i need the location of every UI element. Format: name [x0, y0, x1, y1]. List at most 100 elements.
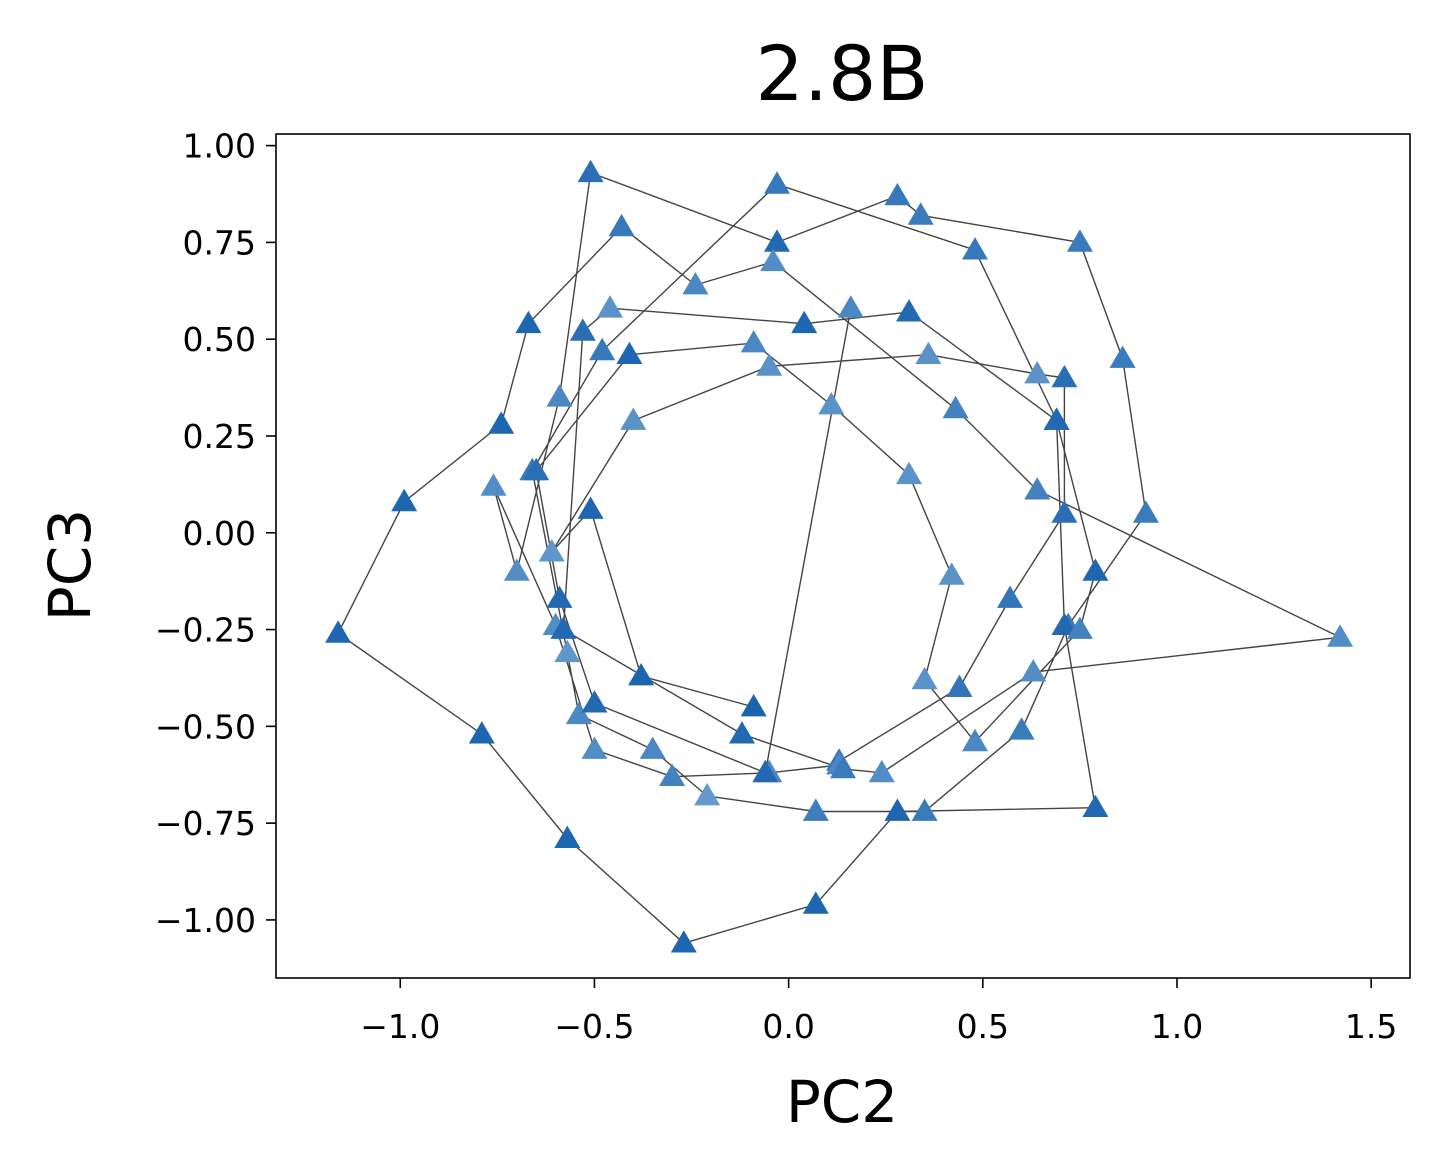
data-point [752, 759, 779, 783]
data-point [670, 930, 697, 953]
data-point [1043, 407, 1070, 430]
data-point [740, 330, 767, 353]
data-point [915, 341, 942, 364]
y-axis-ticks: 1.00 0.75 0.50 0.25 0.00 −0.25 −0.50 −0.75 −1.00 [155, 127, 276, 940]
data-point [639, 736, 666, 759]
plot-frame [275, 133, 1411, 979]
data-point [546, 585, 573, 608]
data-point [911, 666, 938, 690]
data-point [480, 473, 507, 496]
data-point [1008, 717, 1035, 740]
data-point [760, 248, 787, 272]
data-point [1020, 659, 1047, 682]
data-point [546, 384, 573, 407]
data-point [764, 171, 790, 194]
data-point [997, 585, 1023, 608]
data-point [616, 341, 643, 364]
data-point [608, 213, 635, 237]
x-axis-label: PC2 [786, 1068, 898, 1136]
data-point [740, 694, 767, 717]
data-point [620, 407, 647, 430]
data-point [791, 310, 818, 334]
x-tick-label: 0.5 [957, 1007, 1009, 1046]
data-point [962, 237, 988, 260]
data-point [515, 310, 542, 334]
data-point [1051, 364, 1078, 388]
x-tick-label: −0.5 [554, 1007, 634, 1046]
data-point [802, 891, 829, 914]
y-tick-label: 0.75 [183, 223, 256, 262]
data-point [468, 721, 495, 744]
data-point [962, 728, 988, 752]
data-point [1051, 500, 1078, 523]
data-point [682, 272, 709, 295]
data-points [325, 159, 1354, 953]
data-point [1082, 794, 1109, 817]
data-point [907, 202, 934, 225]
data-point [756, 353, 783, 376]
y-axis-label: PC3 [36, 509, 104, 621]
trajectory-line [337, 171, 1343, 944]
x-tick-label: 0.0 [762, 1007, 814, 1046]
data-point [1066, 229, 1093, 252]
data-point [1024, 361, 1051, 384]
data-point [391, 488, 418, 512]
data-point [837, 295, 864, 318]
data-point [694, 783, 721, 806]
data-point [911, 798, 938, 821]
data-point [884, 798, 911, 821]
data-point [581, 736, 608, 759]
data-point [659, 763, 686, 786]
data-point [802, 798, 829, 821]
data-point [628, 663, 655, 686]
data-point [818, 392, 845, 415]
x-tick-label: −1.0 [360, 1007, 440, 1046]
data-point [942, 395, 969, 419]
data-point [565, 701, 592, 725]
data-point [1066, 616, 1093, 639]
y-tick-label: 0.50 [183, 320, 256, 359]
data-point [830, 755, 856, 779]
data-point [764, 229, 790, 252]
data-point [597, 295, 623, 318]
data-point [729, 721, 755, 744]
x-tick-label: 1.0 [1151, 1007, 1203, 1046]
data-point [550, 616, 577, 639]
y-tick-label: 0.25 [183, 417, 256, 456]
data-point [1051, 612, 1078, 635]
y-tick-label: 1.00 [183, 127, 256, 166]
data-point [538, 539, 565, 562]
y-tick-label: −1.00 [155, 901, 256, 940]
data-point [523, 457, 550, 481]
data-point [1132, 500, 1159, 523]
y-tick-label: −0.75 [155, 804, 256, 843]
data-point [569, 318, 596, 341]
data-point [1024, 477, 1051, 500]
data-point [325, 620, 352, 643]
y-tick-label: −0.50 [155, 707, 256, 746]
data-point [884, 182, 911, 206]
data-point [589, 337, 616, 361]
data-point [503, 558, 530, 581]
data-point [554, 639, 581, 663]
x-axis-ticks: −1.0 −0.5 0.0 0.5 1.0 1.5 [360, 978, 1397, 1046]
data-point [581, 690, 608, 713]
data-point [577, 496, 604, 519]
y-tick-label: 0.00 [183, 514, 256, 553]
data-point [1109, 345, 1136, 368]
data-point [577, 159, 604, 183]
data-point [1327, 624, 1354, 647]
x-tick-label: 1.5 [1345, 1007, 1397, 1046]
trajectory-lines [337, 171, 1343, 944]
data-point [896, 299, 922, 322]
data-point [554, 825, 581, 848]
data-point [896, 461, 922, 485]
data-point [868, 759, 895, 783]
data-point [488, 411, 515, 434]
data-point [946, 674, 973, 697]
data-point [1082, 558, 1109, 581]
data-point [938, 562, 965, 585]
chart-title: 2.8B [755, 29, 928, 118]
y-tick-label: −0.25 [155, 611, 256, 650]
